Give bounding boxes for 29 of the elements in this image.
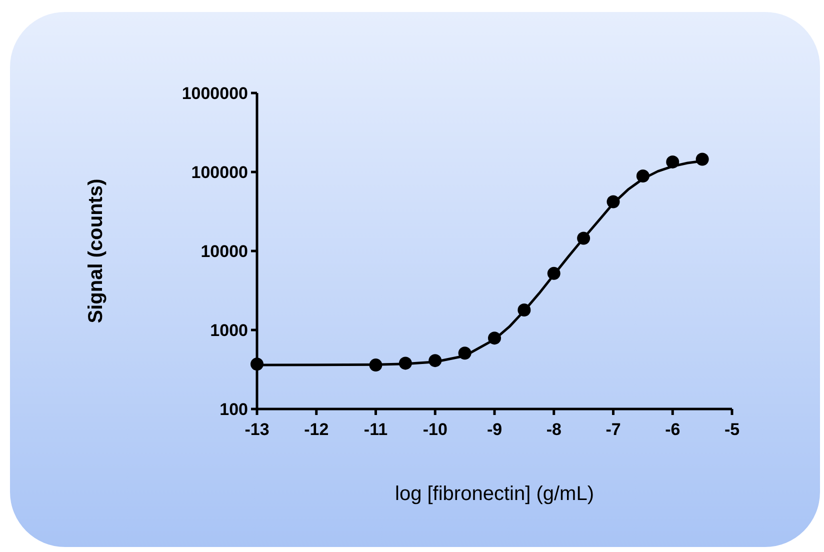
x-tick-label: -11 <box>364 420 388 439</box>
point <box>369 358 382 372</box>
point <box>696 152 709 166</box>
x-tick-label: -9 <box>486 420 502 439</box>
x-tick-label: -8 <box>546 420 562 439</box>
point <box>666 155 680 168</box>
point <box>577 232 590 245</box>
x-axis-title: log [fibronectin] (g/mL) <box>395 483 594 505</box>
point <box>398 356 412 370</box>
point <box>606 195 620 208</box>
y-tick-label: 100000 <box>191 162 248 182</box>
point <box>458 346 472 360</box>
point <box>636 170 650 182</box>
x-tick-label: -13 <box>244 420 270 439</box>
y-tick-label: 10000 <box>200 242 248 261</box>
x-tick-label: -10 <box>422 420 448 439</box>
point <box>428 354 442 368</box>
point <box>518 304 531 317</box>
x-tick-label: -6 <box>665 420 680 439</box>
x-tick-label: -5 <box>724 420 740 439</box>
y-tick-label: 1000 <box>210 320 248 340</box>
y-axis-title: Signal (counts) <box>85 178 107 324</box>
point <box>547 266 560 280</box>
x-tick-label: -12 <box>304 420 329 439</box>
point <box>488 332 501 345</box>
x-tick-label: -7 <box>606 420 621 439</box>
y-tick-label: 1000000 <box>182 84 248 103</box>
y-tick-label: 100 <box>220 400 248 419</box>
point <box>250 358 264 371</box>
